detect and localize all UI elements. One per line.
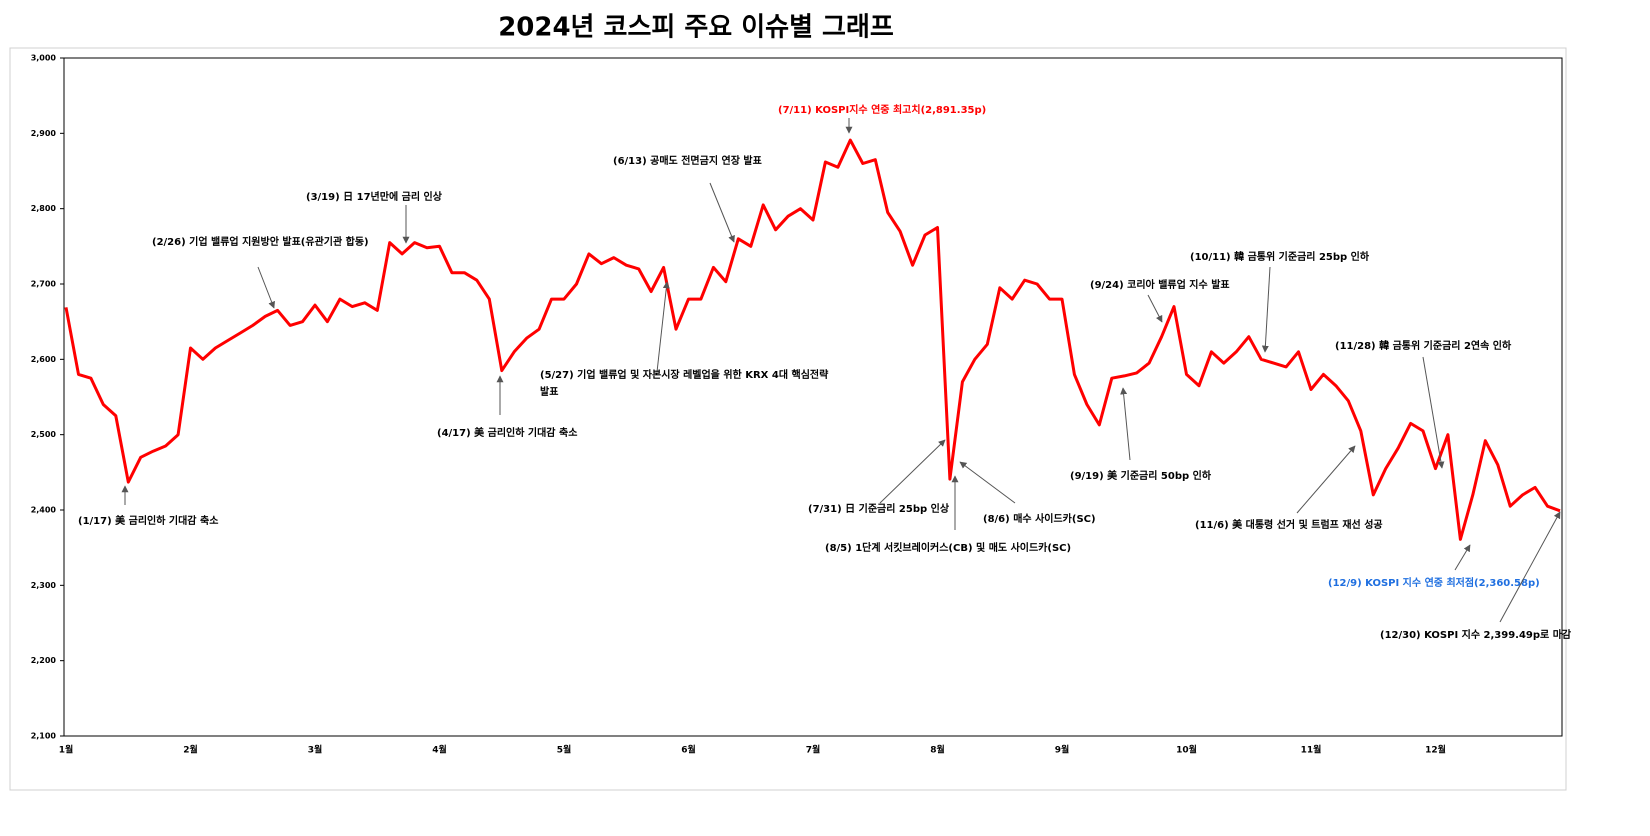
x-tick-label: 1월 [59, 744, 74, 756]
annotation: (7/11) KOSPI지수 연중 최고치(2,891.35p) [778, 103, 986, 116]
annotation: (5/27) 기업 밸류업 및 자본시장 레벨업을 위한 KRX 4대 핵심전략 [540, 368, 829, 381]
annotation-arrow [1147, 294, 1163, 323]
x-tick-label: 3월 [308, 744, 323, 756]
x-tick-label: 10월 [1176, 744, 1197, 756]
plot-frame [63, 57, 1563, 737]
x-tick-label: 6월 [681, 744, 696, 756]
y-tick-label: 2,900 [31, 129, 57, 138]
annotation: (11/28) 韓 금통위 기준금리 2연속 인하 [1335, 339, 1512, 352]
annotation: (10/11) 韓 금통위 기준금리 25bp 인하 [1190, 250, 1370, 263]
x-tick-label: 8월 [930, 744, 945, 756]
annotation: (12/9) KOSPI 지수 연중 최저점(2,360.58p) [1328, 576, 1540, 589]
x-tick-label: 7월 [806, 744, 821, 756]
annotation: (1/17) 美 금리인하 기대감 축소 [78, 514, 218, 527]
annotation-arrow [879, 439, 946, 504]
annotation: (2/26) 기업 밸류업 지원방안 발표(유관기관 합동) [152, 235, 369, 248]
annotation: (8/6) 매수 사이드카(SC) [983, 512, 1096, 525]
annotation-arrow [1261, 266, 1271, 353]
y-tick-label: 2,700 [31, 280, 57, 289]
annotation-arrow [709, 182, 735, 243]
x-tick-label: 4월 [432, 744, 447, 756]
y-tick-label: 2,400 [31, 506, 57, 515]
annotation-arrow [959, 461, 1016, 504]
y-tick-label: 3,000 [31, 54, 57, 63]
annotation: (8/5) 1단계 서킷브레이커스(CB) 및 매도 사이드카(SC) [825, 541, 1071, 554]
annotation-arrow [656, 281, 670, 373]
annotation: 발표 [540, 385, 558, 398]
x-tick-label: 5월 [557, 744, 572, 756]
annotation-arrow [1499, 511, 1561, 623]
line-series [64, 138, 1561, 541]
x-tick-label: 2월 [183, 744, 198, 756]
annotation-arrow [1296, 445, 1356, 514]
annotation: (7/31) 日 기준금리 25bp 인상 [808, 502, 950, 515]
annotation-arrow [1422, 356, 1445, 469]
annotation: (3/19) 日 17년만에 금리 인상 [306, 190, 443, 203]
annotation-arrow [1120, 387, 1131, 461]
y-tick-label: 2,200 [31, 656, 57, 665]
annotation: (9/24) 코리아 밸류업 지수 발표 [1090, 278, 1230, 291]
annotation: (9/19) 美 기준금리 50bp 인하 [1070, 469, 1212, 482]
y-tick-label: 2,500 [31, 430, 57, 439]
y-tick-label: 2,600 [31, 355, 57, 364]
annotation-arrow [257, 266, 275, 309]
annotation: (11/6) 美 대통령 선거 및 트럼프 재선 성공 [1195, 518, 1383, 531]
y-tick-label: 2,800 [31, 204, 57, 213]
annotation-arrow [1454, 544, 1471, 571]
annotation: (12/30) KOSPI 지수 2,399.49p로 마감 [1380, 628, 1572, 641]
chart-title: 2024년 코스피 주요 이슈별 그래프 [498, 13, 894, 43]
x-tick-label: 12월 [1425, 744, 1446, 756]
annotation: (6/13) 공매도 전면금지 연장 발표 [613, 154, 762, 167]
y-tick-label: 2,300 [31, 581, 57, 590]
y-tick-label: 2,100 [31, 732, 57, 741]
x-tick-label: 9월 [1055, 744, 1070, 756]
x-tick-label: 11월 [1301, 744, 1322, 756]
annotation: (4/17) 美 금리인하 기대감 축소 [437, 426, 577, 439]
chart-border [9, 47, 1567, 791]
